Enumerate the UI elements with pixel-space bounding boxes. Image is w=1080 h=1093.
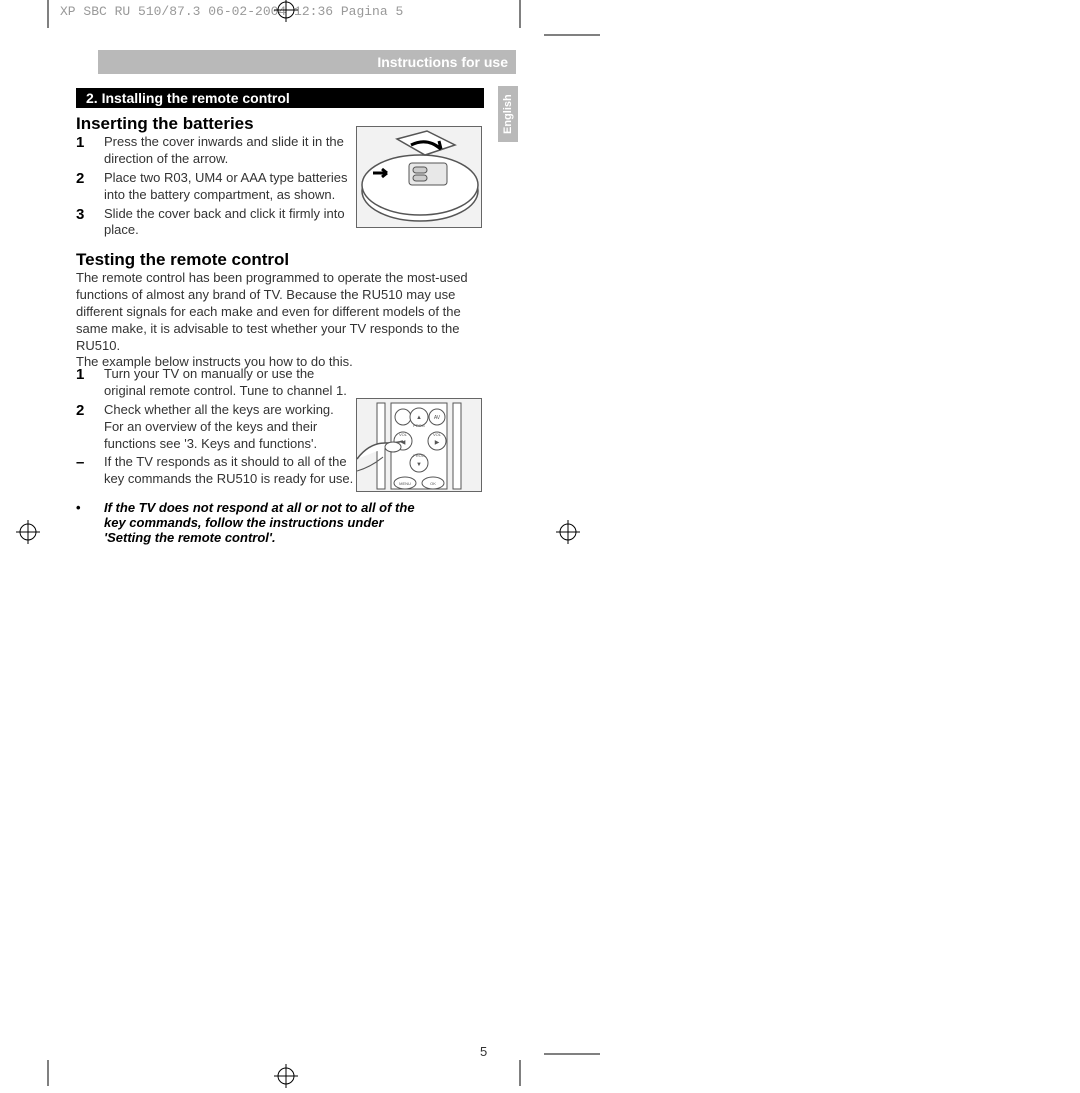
step-text: Slide the cover back and click it firmly… [104,206,356,240]
print-header: XP SBC RU 510/87.3 06-02-2004 12:36 Pagi… [60,4,403,19]
figure-remote-keys: ▲ PROG ◀ ▶ VOL VOL ▼ PROG AV MENU OK [356,398,482,492]
bullet-icon: • [76,500,104,545]
svg-text:▶: ▶ [435,440,440,446]
note-text: If the TV does not respond at all or not… [104,500,416,545]
reg-mark-right [556,520,580,549]
svg-text:OK: OK [430,481,436,486]
reg-mark-top [274,0,298,27]
svg-text:PROG: PROG [413,453,425,458]
page-content: Instructions for use English 2. Installi… [76,36,536,1036]
step-text: Check whether all the keys are working. … [104,402,356,453]
step-number: 1 [76,366,104,400]
svg-text:MENU: MENU [399,481,411,486]
list-item: 3 Slide the cover back and click it firm… [76,206,356,240]
step-number: 1 [76,134,104,168]
list-item: 1 Press the cover inwards and slide it i… [76,134,356,168]
section-title-bar: 2. Installing the remote control [76,88,484,108]
list-item: – If the TV responds as it should to all… [76,454,356,488]
heading-inserting-batteries: Inserting the batteries [76,114,254,134]
paragraph-testing: The remote control has been programmed t… [76,270,476,371]
list-item: 2 Place two R03, UM4 or AAA type batteri… [76,170,356,204]
list-item: 2 Check whether all the keys are working… [76,402,356,453]
reg-mark-left [16,520,40,549]
svg-text:▼: ▼ [416,462,422,468]
svg-text:PROG: PROG [413,423,425,428]
step-text: Turn your TV on manually or use the orig… [104,366,356,400]
step-text: If the TV responds as it should to all o… [104,454,356,488]
step-number: – [76,454,104,488]
step-text: Place two R03, UM4 or AAA type batteries… [104,170,356,204]
heading-testing-remote: Testing the remote control [76,250,289,270]
instructions-bar: Instructions for use [98,50,516,74]
step-number: 2 [76,170,104,204]
step-number: 3 [76,206,104,240]
svg-text:VOL: VOL [433,432,442,437]
reg-mark-bottom [274,1064,298,1093]
step-text: Press the cover inwards and slide it in … [104,134,356,168]
figure-battery-compartment [356,126,482,228]
svg-text:VOL: VOL [399,432,408,437]
step-number: 2 [76,402,104,453]
language-tab: English [498,86,518,142]
svg-text:AV: AV [434,415,441,421]
page-number: 5 [480,1044,487,1059]
list-item: 1 Turn your TV on manually or use the or… [76,366,356,400]
svg-text:▲: ▲ [416,415,422,421]
steps-testing: 1 Turn your TV on manually or use the or… [76,366,356,490]
note-if-not-respond: • If the TV does not respond at all or n… [76,500,416,545]
steps-inserting: 1 Press the cover inwards and slide it i… [76,134,356,241]
